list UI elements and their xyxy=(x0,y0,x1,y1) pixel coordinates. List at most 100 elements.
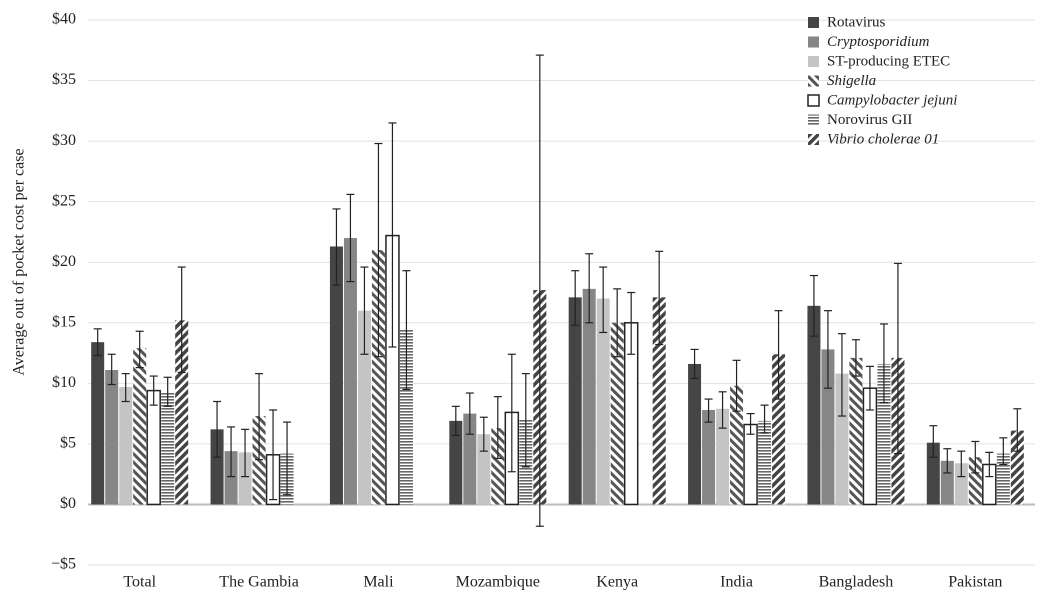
error-bar xyxy=(837,333,846,417)
y-tick-label: −$5 xyxy=(51,556,76,573)
legend-swatch xyxy=(808,36,819,48)
bar xyxy=(926,442,940,505)
error-bar xyxy=(402,270,411,390)
error-bar xyxy=(893,262,902,455)
bar xyxy=(596,298,610,505)
y-tick-label: $20 xyxy=(52,253,76,270)
error-bar xyxy=(999,437,1008,466)
bar xyxy=(702,409,716,505)
error-bar xyxy=(346,193,355,283)
y-tick-label: $0 xyxy=(60,495,76,512)
error-bar xyxy=(93,328,102,357)
legend-swatch xyxy=(808,56,819,67)
bar xyxy=(716,408,730,505)
error-bar xyxy=(269,409,278,501)
error-bar xyxy=(732,359,741,412)
bar xyxy=(252,416,266,505)
bar xyxy=(996,453,1010,505)
bar xyxy=(610,322,624,505)
error-bar xyxy=(879,323,888,404)
x-tick-label: Mozambique xyxy=(456,574,540,591)
bar xyxy=(91,342,105,505)
bar xyxy=(1010,430,1024,505)
error-bar xyxy=(177,266,186,374)
bar xyxy=(105,370,119,505)
bar xyxy=(491,428,505,505)
error-bar xyxy=(599,266,608,334)
y-tick-label: $25 xyxy=(52,192,76,209)
bar xyxy=(133,348,147,505)
x-tick-label: Bangladesh xyxy=(819,574,894,591)
bar xyxy=(175,320,189,505)
error-bar xyxy=(718,391,727,429)
legend-swatch xyxy=(807,94,820,107)
bar xyxy=(343,238,357,505)
legend-swatch xyxy=(808,114,819,126)
legend-label: Norovirus GII xyxy=(827,112,912,128)
bar xyxy=(582,288,596,505)
y-tick-label: $5 xyxy=(60,435,76,452)
bar xyxy=(772,354,786,505)
bar xyxy=(238,452,252,505)
error-bar xyxy=(360,266,369,355)
y-tick-label: $15 xyxy=(52,313,76,330)
x-tick-label: Pakistan xyxy=(948,574,1002,591)
error-bar xyxy=(627,291,636,355)
error-bar xyxy=(479,416,488,452)
bar xyxy=(399,330,413,505)
bar xyxy=(210,429,224,505)
bar xyxy=(877,363,891,505)
bar xyxy=(954,463,968,505)
x-tick-label: Kenya xyxy=(596,574,638,591)
error-bar xyxy=(507,353,516,473)
legend-label: Cryptosporidium xyxy=(827,34,930,50)
error-bar xyxy=(374,142,383,358)
error-bar xyxy=(163,376,172,407)
error-bar xyxy=(774,310,783,400)
bar xyxy=(449,420,463,505)
error-bar xyxy=(535,54,544,527)
legend-label: Rotavirus xyxy=(827,14,885,30)
error-bar xyxy=(865,365,874,411)
bar xyxy=(835,373,849,505)
legend-swatch xyxy=(808,17,819,28)
bar xyxy=(568,297,582,505)
legend-swatch xyxy=(808,134,819,145)
error-bar xyxy=(613,288,622,358)
x-tick-label: Mali xyxy=(363,574,394,591)
legend-label: ST-producing ETEC xyxy=(827,53,950,69)
y-tick-label: $10 xyxy=(52,374,76,391)
bar xyxy=(477,434,491,505)
bar xyxy=(940,460,954,505)
bar xyxy=(807,305,821,505)
error-bar xyxy=(332,208,341,286)
bar xyxy=(146,389,161,506)
error-bar xyxy=(1013,408,1022,452)
bar xyxy=(119,386,133,505)
error-bar xyxy=(760,404,769,434)
error-bar xyxy=(704,398,713,423)
error-bar xyxy=(985,451,994,478)
x-tick-label: Total xyxy=(123,574,156,591)
error-bar xyxy=(135,330,144,369)
error-bar xyxy=(690,348,699,380)
bar xyxy=(688,363,702,505)
y-tick-label: $35 xyxy=(52,71,76,88)
error-bar xyxy=(971,440,980,474)
error-bar xyxy=(227,426,236,478)
bar xyxy=(968,457,982,505)
error-bar xyxy=(283,421,292,496)
bar xyxy=(730,385,744,505)
bar xyxy=(161,393,175,505)
error-bar xyxy=(929,425,938,458)
error-bar xyxy=(241,428,250,478)
error-bar xyxy=(957,450,966,478)
bar xyxy=(224,451,238,505)
x-tick-label: The Gambia xyxy=(219,574,299,591)
x-tick-label: India xyxy=(720,574,753,591)
error-bar xyxy=(388,122,397,348)
error-bar xyxy=(655,250,664,346)
bar xyxy=(329,246,343,505)
error-bar xyxy=(585,253,594,324)
error-bar xyxy=(809,274,818,337)
